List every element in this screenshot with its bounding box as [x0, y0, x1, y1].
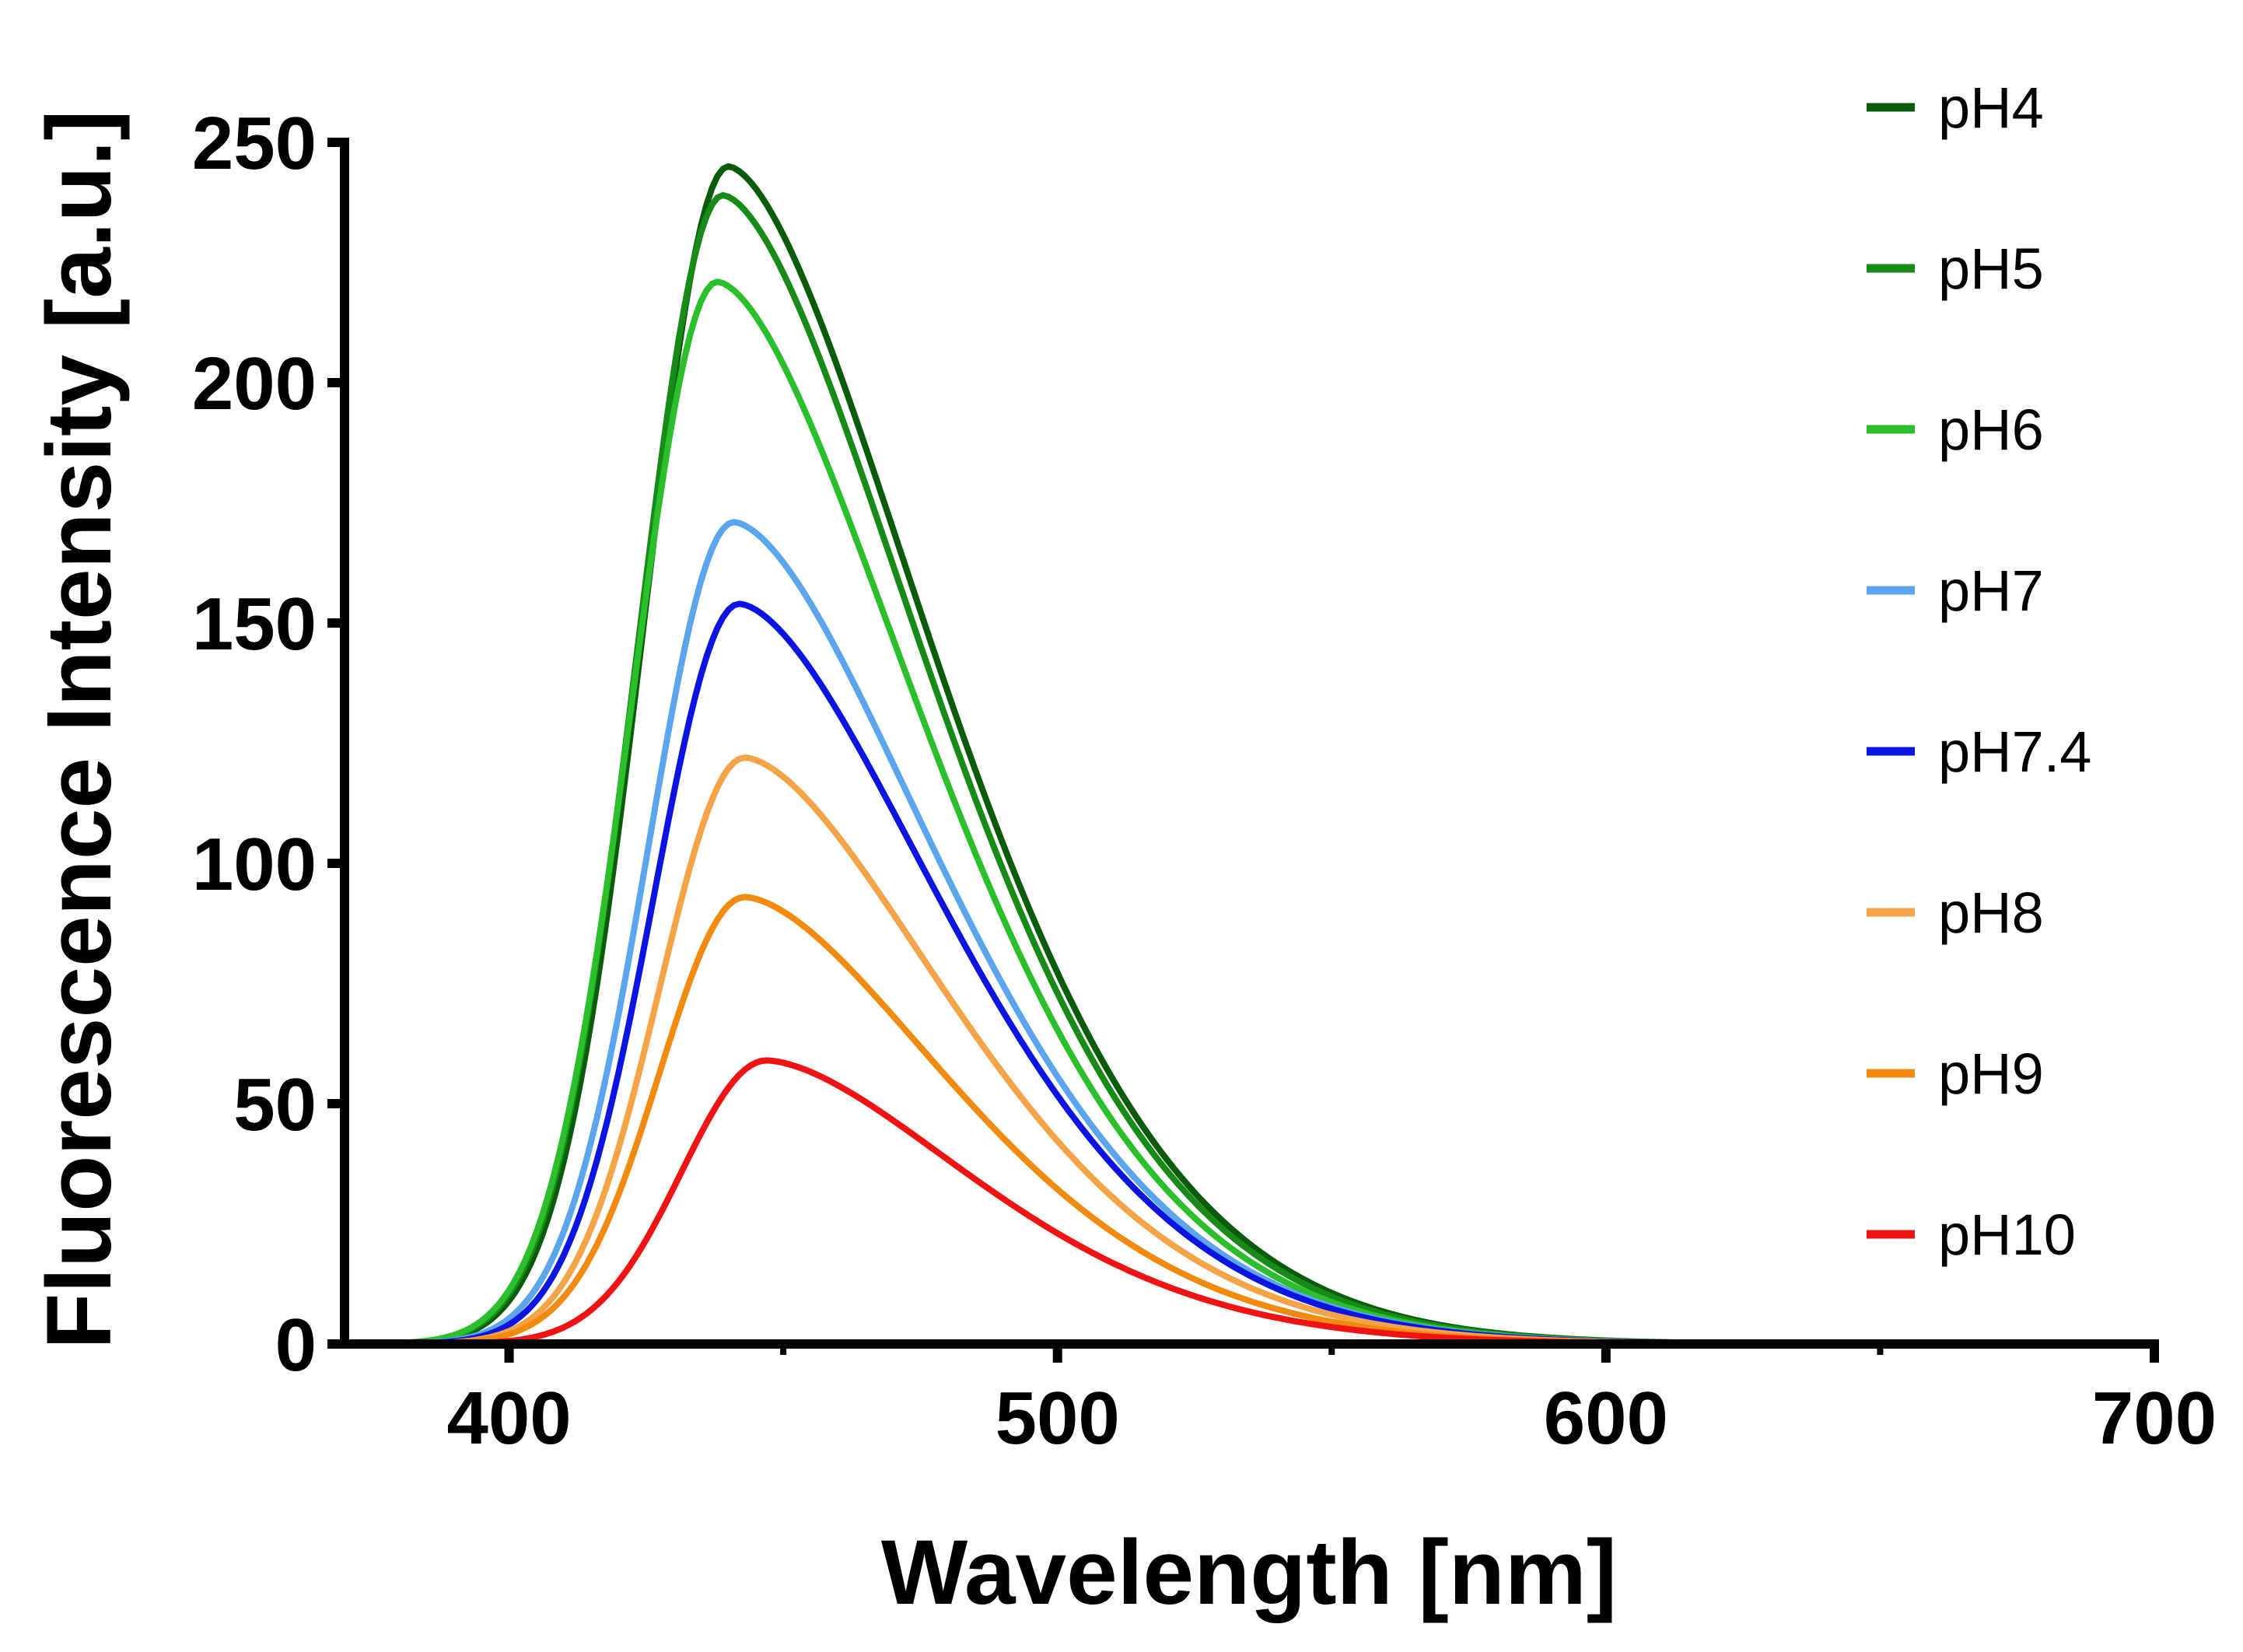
legend-label: pH10	[1938, 1202, 2076, 1267]
y-tick-label: 0	[275, 1304, 317, 1387]
y-tick-label: 150	[192, 583, 317, 666]
x-tick-label: 400	[446, 1377, 571, 1460]
y-tick-label: 200	[192, 342, 317, 425]
legend-label: pH9	[1938, 1041, 2044, 1106]
axes	[340, 138, 2159, 1349]
y-tick-label: 100	[192, 823, 317, 906]
legend-label: pH7.4	[1938, 719, 2091, 784]
legend: pH4 pH5 pH6 pH7 pH7.4 pH8 pH9 pH10	[1867, 75, 2091, 1267]
series-line-ph5	[401, 192, 2157, 1347]
y-tick-label: 50	[233, 1063, 317, 1146]
series-layer	[401, 163, 2157, 1347]
y-tick-label: 250	[192, 102, 317, 185]
x-tick-label: 600	[1544, 1377, 1668, 1460]
legend-label: pH8	[1938, 880, 2044, 945]
legend-label: pH5	[1938, 236, 2044, 301]
y-axis-title: Fluorescence Intensity [a.u.]	[28, 110, 131, 1349]
legend-label: pH7	[1938, 558, 2044, 623]
legend-label: pH4	[1938, 75, 2044, 140]
x-axis-title: Wavelength [nm]	[881, 1521, 1617, 1624]
legend-label: pH6	[1938, 397, 2044, 462]
x-tick-label: 700	[2092, 1377, 2217, 1460]
x-tick-label: 500	[996, 1377, 1120, 1460]
series-line-ph7	[401, 519, 2157, 1347]
ticks: 0 50 100 150 200 250 400 500 600 700	[192, 102, 2217, 1460]
